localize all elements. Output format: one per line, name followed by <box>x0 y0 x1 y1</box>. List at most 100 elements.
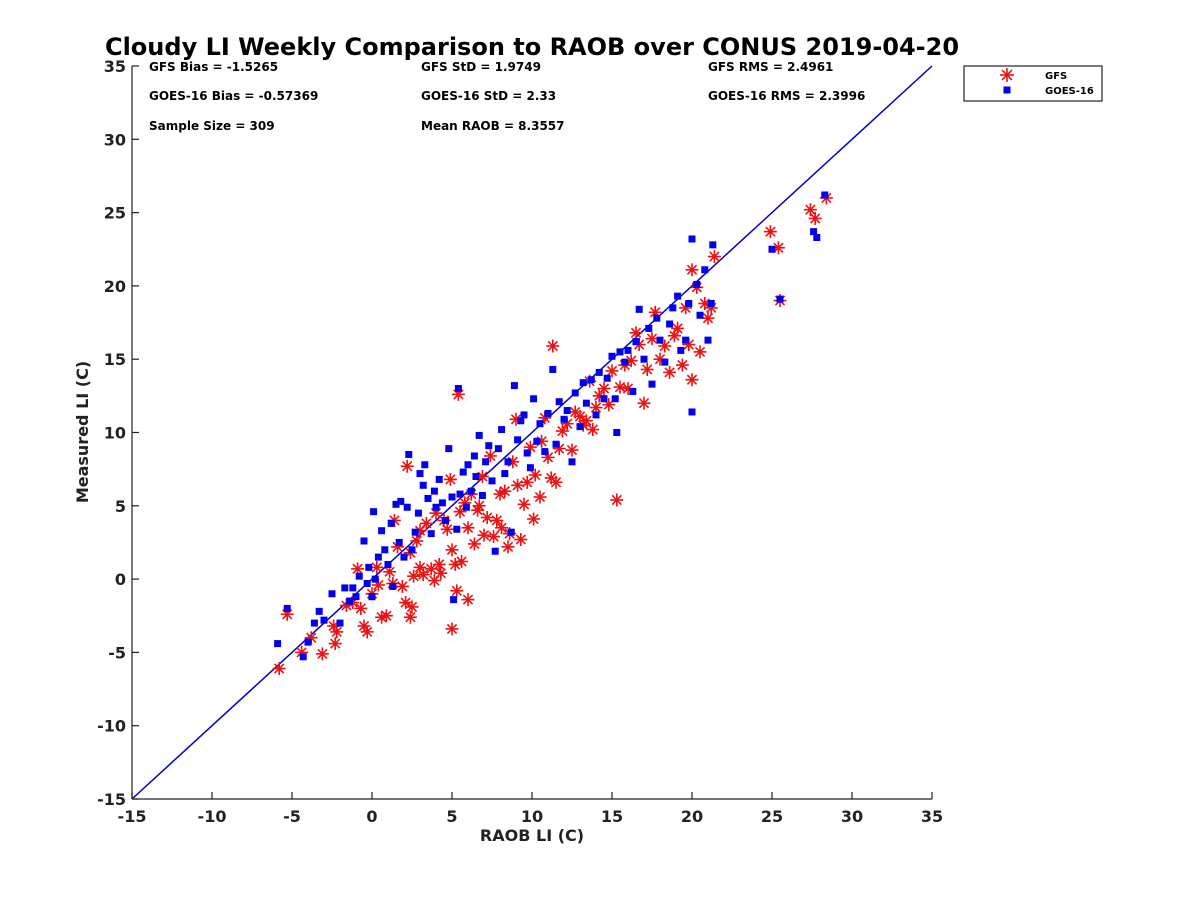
goes-16-point <box>397 497 405 505</box>
goes-16-point <box>555 398 563 406</box>
goes-16-point <box>624 346 632 354</box>
goes-16-point <box>666 320 674 328</box>
gfs-point <box>445 622 459 636</box>
goes-16-point <box>427 530 435 538</box>
gfs-point <box>803 203 817 217</box>
goes-16-point <box>552 440 560 448</box>
goes-16-point <box>341 584 349 592</box>
goes-16-point <box>419 481 427 489</box>
gfs-point <box>511 478 525 492</box>
goes-16-point <box>579 379 587 387</box>
goes-16-point <box>438 499 446 507</box>
goes-16-point <box>810 228 818 236</box>
goes-16-point <box>283 604 291 612</box>
goes-16-point <box>645 324 653 332</box>
goes-16-point <box>432 503 440 511</box>
legend-gfs-label: GFS <box>1045 71 1067 82</box>
goes-16-point <box>470 452 478 460</box>
goes-16-point <box>442 516 450 524</box>
sample-size-stat: Sample Size = 309 <box>149 119 275 133</box>
chart-title: Cloudy LI Weekly Comparison to RAOB over… <box>105 33 959 61</box>
x-tick-label: 0 <box>366 807 377 826</box>
goes-16-point <box>821 191 829 199</box>
legend-gfs-marker <box>1000 68 1014 82</box>
goes-16-point <box>435 475 443 483</box>
goes-16-point <box>320 616 328 624</box>
legend: GFS GOES-16 <box>963 65 1103 102</box>
goes-16-point <box>448 493 456 501</box>
gfs-point <box>477 528 491 542</box>
x-ticks: -15 -10 -5 0 5 10 15 20 25 30 35 <box>118 792 943 826</box>
goes-16-point <box>378 527 386 535</box>
gfs-point <box>434 566 448 580</box>
gfs-point <box>461 521 475 535</box>
goes-16-point <box>424 494 432 502</box>
goes-16-point <box>485 442 493 450</box>
goes-16-point <box>453 525 461 533</box>
gfs-point <box>586 423 600 437</box>
goes-16-point <box>498 426 506 434</box>
goes-16-point <box>315 607 323 615</box>
goes-16-point <box>635 305 643 313</box>
goes-16-point <box>576 423 584 431</box>
goes-16-point <box>430 487 438 495</box>
gfs-point <box>610 493 624 507</box>
y-tick-label: -15 <box>97 790 126 809</box>
legend-goes-marker <box>1003 86 1011 94</box>
goes-16-point <box>571 389 579 397</box>
goes-16-point <box>613 429 621 436</box>
goes-16-point <box>389 582 397 590</box>
goes-16-point <box>299 653 307 661</box>
x-tick-label: 10 <box>521 807 543 826</box>
goes-16-point <box>608 352 616 360</box>
goes-16-point <box>514 436 522 444</box>
goes-16-point <box>346 597 354 605</box>
y-ticks: -15 -10 -5 0 5 10 15 20 25 30 35 <box>97 57 139 809</box>
goes-16-point <box>541 448 549 456</box>
y-tick-label: 10 <box>104 424 126 443</box>
goes-16-series <box>274 191 829 661</box>
gfs-point <box>629 326 643 340</box>
gfs-point <box>682 338 696 352</box>
y-tick-label: -5 <box>108 643 126 662</box>
gfs-point <box>487 530 501 544</box>
gfs-point <box>360 625 374 639</box>
goes-16-point <box>478 492 486 500</box>
goes-16-point <box>517 417 525 425</box>
goes-16-point <box>370 508 378 516</box>
gfs-point <box>440 522 454 536</box>
gfs-point <box>432 557 446 571</box>
x-tick-label: 15 <box>601 807 623 826</box>
gfs-rms-stat: GFS RMS = 2.4961 <box>708 60 833 74</box>
gfs-point <box>400 459 414 473</box>
gfs-point <box>675 358 689 372</box>
gfs-point <box>501 540 515 554</box>
gfs-point <box>685 263 699 277</box>
goes-16-point <box>629 387 637 395</box>
goes-16-point <box>368 593 376 601</box>
goes-16-point <box>464 461 472 469</box>
x-axis-label: RAOB LI (C) <box>480 826 584 845</box>
goes-16-point <box>416 470 424 478</box>
goes-16-point <box>405 450 413 458</box>
goes-16-point <box>632 338 640 346</box>
plot-area <box>131 65 933 800</box>
goes-16-point <box>392 500 400 508</box>
x-tick-label: 35 <box>921 807 943 826</box>
goes-16-point <box>568 458 576 466</box>
goes-16-point <box>592 411 600 419</box>
goes-16-point <box>520 411 528 419</box>
goes-16-point <box>560 415 568 423</box>
gfs-point <box>455 555 469 569</box>
gfs-point <box>407 569 421 583</box>
goes-16-point <box>661 358 669 366</box>
goes-16-point <box>768 245 776 253</box>
y-axis-label: Measured LI (C) <box>73 361 92 503</box>
goes-16-point <box>813 234 821 242</box>
y-tick-label: 30 <box>104 130 126 149</box>
gfs-point <box>405 600 419 614</box>
gfs-point <box>498 484 512 498</box>
x-tick-label: -5 <box>283 807 301 826</box>
gfs-point <box>707 250 721 264</box>
